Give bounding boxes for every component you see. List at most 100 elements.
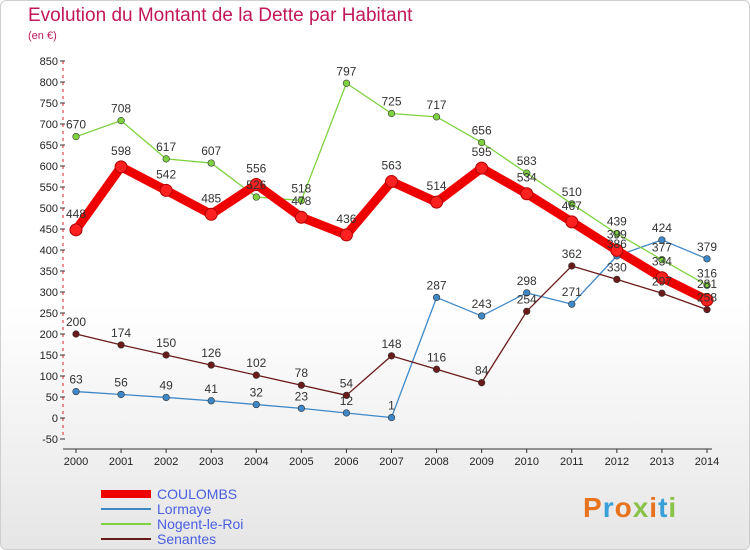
data-point bbox=[430, 195, 444, 209]
data-label: 379 bbox=[697, 240, 717, 254]
data-label: 542 bbox=[156, 167, 176, 181]
data-point bbox=[342, 409, 351, 417]
x-tick-label: 2009 bbox=[469, 456, 493, 468]
data-label: 56 bbox=[114, 375, 128, 389]
logo-letter: i bbox=[668, 492, 678, 523]
x-tick-label: 2005 bbox=[289, 456, 313, 468]
data-label: 1 bbox=[388, 399, 395, 413]
data-label: 656 bbox=[472, 123, 492, 137]
legend-item: COULOMBS bbox=[101, 486, 243, 502]
y-tick-label: 850 bbox=[40, 56, 58, 68]
data-label: 534 bbox=[517, 171, 537, 185]
x-tick-label: 2010 bbox=[514, 456, 538, 468]
data-label: 271 bbox=[562, 285, 582, 299]
data-point bbox=[159, 183, 173, 197]
data-point bbox=[342, 391, 351, 399]
data-point bbox=[565, 215, 579, 229]
data-label: 41 bbox=[205, 382, 219, 396]
data-point bbox=[520, 187, 534, 201]
logo-letter: i bbox=[649, 492, 659, 523]
data-label: 377 bbox=[652, 241, 672, 255]
legend-item: Senantes bbox=[101, 530, 243, 547]
data-label: 281 bbox=[697, 277, 717, 291]
y-tick-label: 300 bbox=[40, 287, 58, 299]
data-point bbox=[72, 387, 80, 396]
y-tick-label: 0 bbox=[52, 413, 58, 425]
data-label: 670 bbox=[66, 118, 86, 132]
data-point bbox=[432, 293, 441, 302]
data-point bbox=[207, 159, 215, 167]
data-label: 607 bbox=[201, 144, 221, 158]
data-label: 102 bbox=[246, 356, 266, 370]
data-label: 174 bbox=[111, 326, 131, 340]
legend-item: Nogent-le-Roi bbox=[101, 515, 244, 532]
data-label: 12 bbox=[340, 394, 354, 408]
data-label: 287 bbox=[427, 278, 447, 292]
chart-subtitle: (en €) bbox=[28, 30, 57, 42]
data-point bbox=[385, 175, 398, 189]
x-tick-label: 2007 bbox=[379, 456, 403, 468]
y-tick-label: 150 bbox=[40, 350, 58, 362]
data-point bbox=[610, 243, 624, 257]
data-point bbox=[252, 193, 260, 201]
data-point bbox=[432, 365, 441, 373]
data-point bbox=[703, 306, 711, 314]
data-point bbox=[72, 133, 80, 141]
data-label: 126 bbox=[201, 346, 221, 360]
data-point bbox=[342, 79, 351, 87]
data-label: 298 bbox=[517, 274, 537, 288]
data-label: 510 bbox=[562, 185, 582, 199]
data-label: 297 bbox=[652, 274, 672, 288]
legend-label: Senantes bbox=[157, 530, 217, 547]
legend-label: Nogent-le-Roi bbox=[157, 515, 244, 532]
data-label: 583 bbox=[517, 154, 537, 168]
data-point bbox=[703, 255, 711, 263]
data-label: 797 bbox=[336, 64, 356, 78]
data-point bbox=[568, 262, 576, 270]
data-label: 439 bbox=[607, 215, 627, 229]
data-point bbox=[117, 341, 125, 349]
data-point bbox=[703, 281, 711, 289]
legend-swatch bbox=[101, 537, 151, 540]
data-point bbox=[613, 230, 621, 238]
y-tick-label: 450 bbox=[40, 224, 58, 236]
data-point bbox=[475, 161, 489, 175]
data-point bbox=[297, 381, 305, 389]
data-point bbox=[252, 371, 260, 379]
data-label: 330 bbox=[607, 260, 627, 274]
data-label: 617 bbox=[156, 140, 176, 154]
legend-item: Lormaye bbox=[101, 501, 243, 517]
data-point bbox=[114, 160, 128, 174]
y-tick-label: 750 bbox=[40, 98, 58, 110]
data-point bbox=[478, 138, 486, 147]
y-tick-label: 700 bbox=[40, 119, 58, 131]
logo-letter: o bbox=[614, 492, 633, 523]
data-point bbox=[297, 196, 305, 205]
x-tick-label: 2011 bbox=[560, 456, 584, 468]
data-label: 200 bbox=[66, 315, 86, 329]
data-label: 334 bbox=[652, 255, 672, 269]
logo-letter: x bbox=[632, 492, 650, 523]
data-label: 725 bbox=[381, 95, 401, 109]
data-point bbox=[568, 300, 576, 308]
data-label: 467 bbox=[562, 199, 582, 213]
data-point bbox=[523, 289, 531, 297]
y-tick-label: 50 bbox=[46, 392, 58, 404]
data-label: 54 bbox=[340, 376, 354, 390]
data-point bbox=[249, 177, 263, 191]
data-point bbox=[478, 379, 486, 387]
data-point bbox=[613, 275, 621, 284]
y-tick-label: 100 bbox=[40, 371, 58, 383]
x-tick-label: 2008 bbox=[424, 456, 448, 468]
data-point bbox=[339, 228, 353, 242]
data-label: 448 bbox=[66, 207, 86, 221]
data-label: 598 bbox=[111, 144, 131, 158]
data-label: 243 bbox=[472, 297, 492, 311]
legend: COULOMBS Lormaye Nogent-le-Roi Senantes bbox=[101, 486, 244, 547]
data-point bbox=[658, 236, 666, 244]
x-tick-label: 2003 bbox=[199, 456, 223, 468]
data-point bbox=[297, 404, 305, 412]
data-label: 556 bbox=[246, 161, 266, 175]
data-label: 258 bbox=[697, 291, 717, 305]
y-tick-label: 250 bbox=[40, 308, 58, 320]
